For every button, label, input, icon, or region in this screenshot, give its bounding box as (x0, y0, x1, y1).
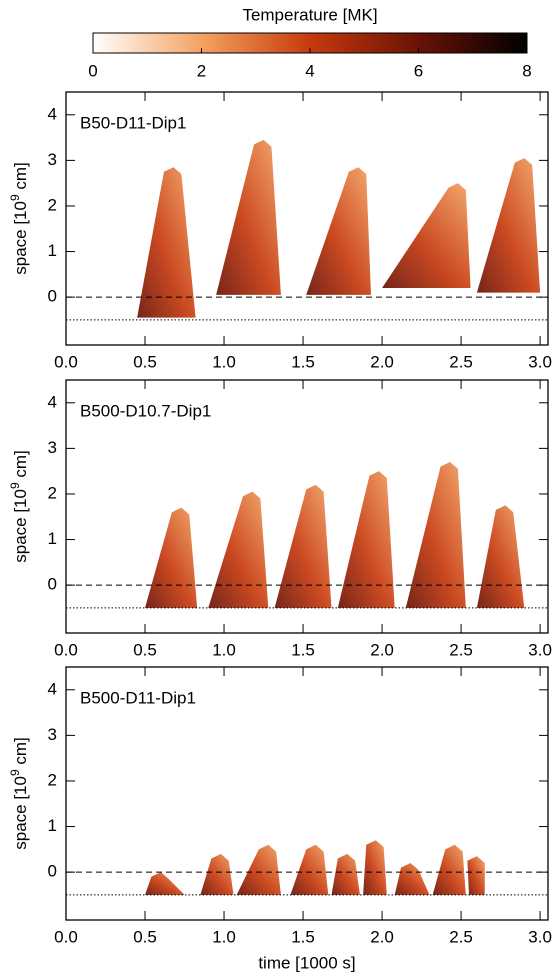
temperature-region (382, 183, 471, 289)
colorbar-tick-label: 0 (88, 61, 97, 80)
panel-label: B500-D10.7-Dip1 (80, 401, 211, 420)
colorbar-tick-label: 8 (522, 61, 531, 80)
x-tick-label: 2.5 (449, 640, 473, 659)
y-axis-label: space [109 cm] (8, 162, 30, 275)
x-tick-label: 0.0 (54, 352, 78, 371)
temperature-region (337, 471, 395, 608)
temperature-region (137, 167, 196, 318)
x-tick-label: 1.5 (291, 927, 315, 946)
temperature-region (145, 507, 198, 608)
panel-label: B500-D11-Dip1 (80, 688, 196, 707)
y-tick-label: 2 (48, 195, 57, 214)
temperature-region (290, 844, 329, 895)
temperature-region (200, 853, 234, 895)
temperature-region (476, 158, 541, 293)
y-tick-label: 3 (48, 438, 57, 457)
y-tick-label: 1 (48, 529, 57, 548)
x-tick-label: 1.5 (291, 640, 315, 659)
plot-area (145, 462, 525, 608)
temperature-region (236, 844, 281, 895)
y-tick-label: 3 (48, 725, 57, 744)
temperature-region (467, 856, 485, 895)
temperature-region (208, 491, 269, 608)
colorbar-tick-label: 4 (305, 61, 314, 80)
temperature-region (331, 853, 360, 895)
plot-frame (65, 91, 549, 346)
y-tick-label: 1 (48, 816, 57, 835)
x-tick-label: 2.0 (370, 352, 394, 371)
temperature-region (405, 462, 466, 608)
y-tick-label: 4 (48, 679, 57, 698)
x-tick-label: 2.5 (449, 352, 473, 371)
colorbar-tick-label: 6 (414, 61, 423, 80)
plot-area (145, 840, 485, 895)
y-tick-label: 3 (48, 150, 57, 169)
x-tick-label: 1.0 (212, 352, 236, 371)
y-tick-label: 4 (48, 104, 57, 123)
plot-frame (65, 379, 549, 634)
x-tick-label: 3.0 (528, 927, 552, 946)
plot-frame (65, 666, 549, 921)
y-axis-label: space [109 cm] (8, 450, 30, 563)
x-tick-label: 1.5 (291, 352, 315, 371)
temperature-region (476, 505, 525, 608)
temperature-region (274, 484, 332, 608)
temperature-region (432, 844, 466, 895)
x-tick-label: 0.5 (133, 352, 157, 371)
y-tick-label: 2 (48, 483, 57, 502)
x-tick-label: 2.5 (449, 927, 473, 946)
panel-label: B50-D11-Dip1 (80, 113, 186, 132)
temperature-region (306, 167, 372, 295)
y-tick-label: 1 (48, 241, 57, 260)
x-tick-label: 0.0 (54, 640, 78, 659)
x-tick-label: 2.0 (370, 640, 394, 659)
colorbar-tick-label: 2 (197, 61, 206, 80)
x-tick-label: 3.0 (528, 640, 552, 659)
temperature-region (145, 872, 185, 895)
x-tick-label: 1.0 (212, 927, 236, 946)
y-tick-label: 0 (48, 862, 57, 881)
x-tick-label: 2.0 (370, 927, 394, 946)
x-tick-label: 0.5 (133, 927, 157, 946)
x-tick-label: 0.0 (54, 927, 78, 946)
colorbar-title: Temperature [MK] (242, 5, 377, 24)
x-tick-label: 0.5 (133, 640, 157, 659)
y-tick-label: 0 (48, 575, 57, 594)
y-tick-label: 4 (48, 392, 57, 411)
y-tick-label: 2 (48, 770, 57, 789)
x-axis-label: time [1000 s] (258, 953, 355, 972)
temperature-region (363, 840, 387, 895)
x-tick-label: 1.0 (212, 640, 236, 659)
y-tick-label: 0 (48, 287, 57, 306)
temperature-region (394, 863, 430, 895)
x-tick-label: 3.0 (528, 352, 552, 371)
temperature-region (216, 139, 281, 295)
y-axis-label: space [109 cm] (8, 737, 30, 850)
plot-area (137, 139, 541, 318)
